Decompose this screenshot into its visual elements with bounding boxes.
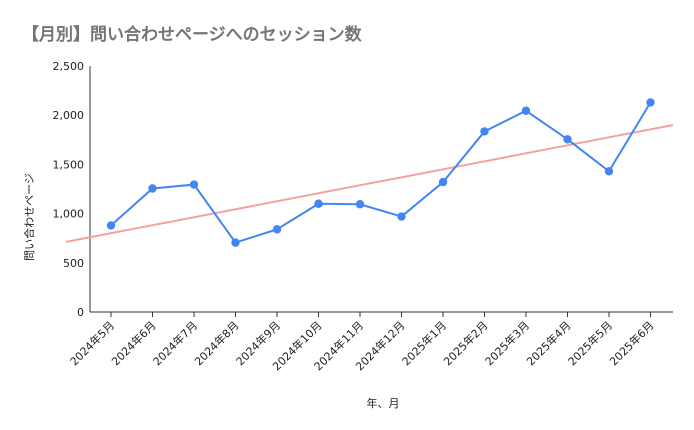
- data-point: [604, 167, 614, 176]
- trendline: [65, 124, 674, 243]
- y-axis: 0 500 1,000 1,500 2,000 2,500: [53, 60, 85, 319]
- x-axis: 2024年5月2024年6月2024年7月2024年8月2024年9月2024年…: [67, 312, 657, 373]
- data-point: [521, 106, 531, 115]
- data-point: [563, 135, 572, 144]
- data-point: [646, 98, 655, 107]
- y-tick-label: 0: [77, 306, 84, 319]
- y-tick-label: 1,500: [53, 158, 85, 171]
- data-point: [438, 177, 448, 187]
- data-point: [106, 221, 116, 230]
- y-tick-label: 2,000: [53, 109, 85, 122]
- data-point: [480, 127, 489, 136]
- series-line: [110, 101, 652, 244]
- data-point: [189, 180, 199, 189]
- x-axis-title: 年、月: [367, 396, 400, 410]
- data-point: [314, 199, 323, 208]
- data-point: [272, 225, 282, 234]
- data-point: [397, 212, 406, 221]
- data-point: [355, 200, 365, 209]
- x-tick-label: 2025年6月: [606, 318, 656, 368]
- y-tick-label: 1,000: [53, 208, 85, 221]
- chart-title: 【月別】問い合わせページへのセッション数: [22, 24, 363, 45]
- y-tick-label: 2,500: [53, 60, 85, 73]
- series-points: [106, 98, 655, 247]
- data-point: [231, 238, 240, 247]
- y-axis-title: 問い合わせページ: [22, 173, 36, 261]
- y-tick-label: 500: [63, 257, 84, 270]
- data-point: [148, 184, 157, 193]
